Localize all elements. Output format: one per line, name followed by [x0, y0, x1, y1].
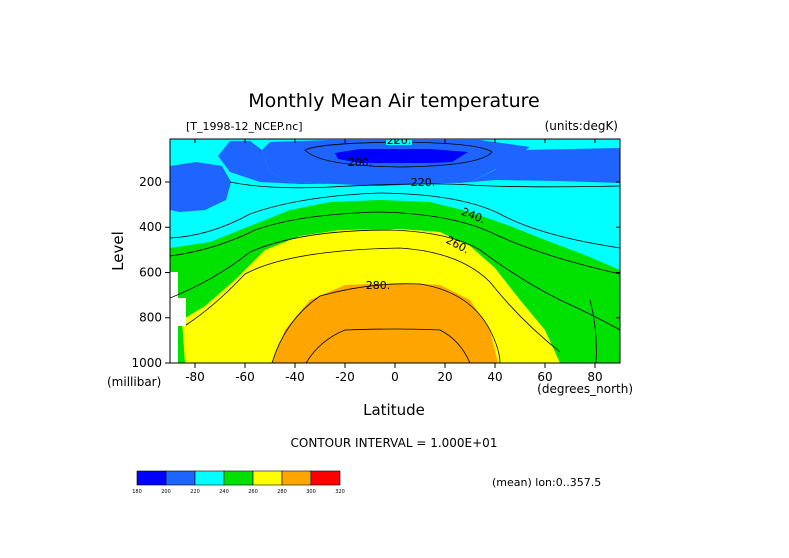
colorbar-label: 220: [190, 489, 200, 495]
colorbar-label: 200: [161, 489, 171, 495]
x-tick-label: 40: [487, 370, 502, 384]
colorbar-label: 280: [277, 489, 287, 495]
colorbar-swatch: [194, 470, 225, 486]
y-tick-label: 200: [139, 175, 162, 189]
colorbar-swatch: [281, 470, 312, 486]
x-tick-label: 20: [437, 370, 452, 384]
colorbar: 180 200 220 240 260 280 300 320: [132, 470, 345, 495]
x-axis-title: Latitude: [363, 401, 425, 419]
y-tick-label: 800: [139, 311, 162, 325]
contour-label: 220.: [411, 176, 436, 189]
colorbar-label: 260: [248, 489, 258, 495]
x-tick-label: 0: [391, 370, 399, 384]
x-tick-label: -20: [335, 370, 355, 384]
contour-label: 220.: [387, 134, 412, 147]
x-tick-label: -60: [235, 370, 255, 384]
x-tick-label: -40: [285, 370, 305, 384]
colorbar-swatch: [223, 470, 254, 486]
y-units-label: (millibar): [107, 375, 161, 389]
contour-label: 280.: [366, 279, 391, 292]
units-note: (units:degK): [545, 119, 618, 133]
y-tick-label: 600: [139, 265, 162, 279]
contour-plot-area: 220. 200. 220. 240. 260. 280.: [170, 134, 620, 363]
colorbar-label: 320: [335, 489, 345, 495]
contour-interval-note: CONTOUR INTERVAL = 1.000E+01: [291, 436, 498, 450]
x-tick-label: 60: [537, 370, 552, 384]
x-tick-label: 80: [587, 370, 602, 384]
source-file-label: [T_1998-12_NCEP.nc]: [186, 120, 303, 133]
colorbar-label: 180: [132, 489, 142, 495]
colorbar-label: 240: [219, 489, 229, 495]
mean-note: (mean) lon:0..357.5: [492, 476, 601, 489]
chart-title: Monthly Mean Air temperature: [248, 90, 539, 112]
colorbar-swatch: [165, 470, 196, 486]
contour-label: 200.: [348, 156, 373, 169]
y-tick-label: 400: [139, 220, 162, 234]
band-200-220-left: [170, 162, 231, 212]
band-280-300: [272, 283, 498, 363]
y-axis-title: Level: [109, 231, 127, 271]
x-tick-label: -80: [185, 370, 205, 384]
y-tick-label: 1000: [131, 356, 162, 370]
band-180-200-core: [335, 149, 468, 163]
x-axis: -80 -60 -40 -20 0 20 40 60 80: [185, 139, 603, 384]
colorbar-swatch: [310, 470, 341, 486]
contour-lines: [170, 141, 620, 363]
colorbar-swatch: [252, 470, 283, 486]
x-units-label: (degrees_north): [537, 382, 633, 396]
colorbar-label: 300: [306, 489, 316, 495]
y-axis: 200 400 600 800 1000: [131, 175, 620, 370]
missing-data-region: [170, 272, 186, 363]
colorbar-swatch: [136, 470, 167, 486]
